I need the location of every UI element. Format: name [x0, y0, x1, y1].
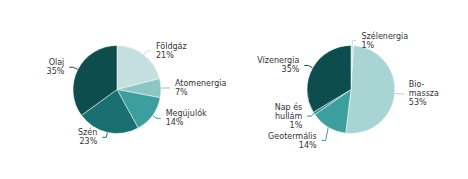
- svg-text:53%: 53%: [409, 98, 427, 107]
- svg-text:7%: 7%: [175, 88, 188, 97]
- svg-text:35%: 35%: [47, 67, 65, 76]
- svg-text:Olaj: Olaj: [49, 58, 65, 67]
- svg-text:Atomenergia: Atomenergia: [175, 79, 227, 88]
- svg-text:Bio-: Bio-: [409, 80, 425, 89]
- svg-text:Földgáz: Földgáz: [156, 42, 187, 51]
- svg-text:1%: 1%: [361, 41, 374, 50]
- svg-text:massza: massza: [409, 89, 439, 98]
- svg-text:1%: 1%: [290, 121, 303, 130]
- svg-text:35%: 35%: [282, 65, 300, 74]
- svg-text:21%: 21%: [156, 51, 174, 60]
- svg-text:14%: 14%: [299, 141, 317, 150]
- svg-text:hullám: hullám: [275, 112, 302, 121]
- svg-text:Megújulók: Megújulók: [166, 108, 207, 118]
- svg-text:23%: 23%: [80, 137, 98, 146]
- svg-text:Szélenergia: Szélenergia: [361, 31, 408, 41]
- svg-text:14%: 14%: [166, 118, 184, 127]
- svg-text:Geotermális: Geotermális: [268, 132, 317, 141]
- svg-text:Vízenergia: Vízenergia: [257, 56, 299, 65]
- svg-text:Nap és: Nap és: [275, 102, 303, 112]
- svg-text:Szén: Szén: [78, 127, 97, 137]
